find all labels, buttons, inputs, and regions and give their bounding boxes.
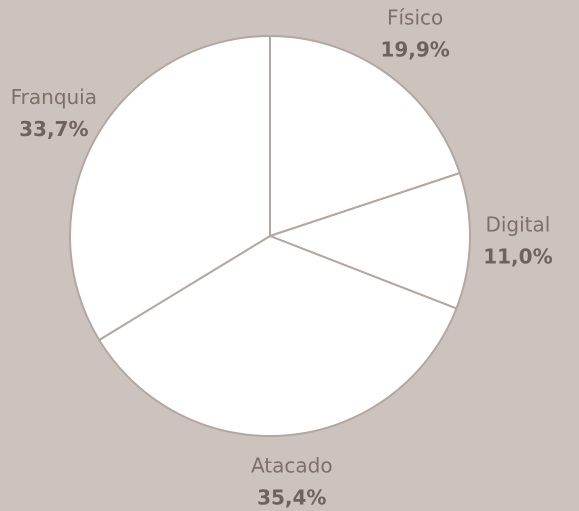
slice-label: Franquia — [11, 85, 97, 109]
slice-label: Físico — [387, 5, 443, 29]
slice-value-label: 33,7% — [19, 117, 88, 141]
slice-value-label: 19,9% — [380, 37, 449, 61]
pie-slice — [269, 34, 462, 238]
slice-label: Digital — [485, 213, 550, 237]
slice-value-label: 35,4% — [257, 486, 326, 510]
pie-slice — [69, 34, 271, 342]
slice-label: Atacado — [251, 454, 333, 478]
slice-value-label: 11,0% — [483, 245, 552, 269]
pie-slice — [267, 171, 471, 310]
